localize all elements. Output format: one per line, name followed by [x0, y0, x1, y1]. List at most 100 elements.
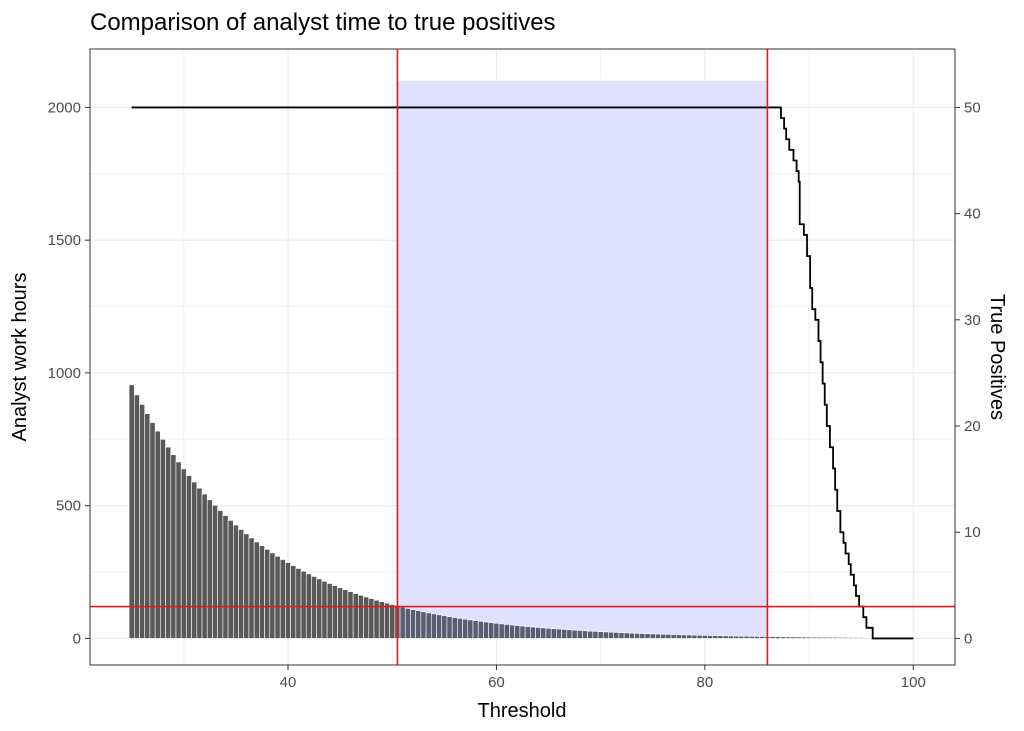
bar	[832, 637, 839, 639]
bar	[701, 635, 708, 639]
bar	[457, 618, 463, 639]
bar	[733, 635, 740, 639]
bar	[290, 565, 297, 639]
y-right-tick-label: 40	[964, 206, 981, 223]
bar	[769, 636, 776, 639]
bar	[206, 499, 213, 639]
bar	[139, 404, 146, 639]
y-axis-right-title: True Positives	[986, 294, 1008, 420]
bar	[853, 637, 859, 639]
bar	[175, 461, 182, 639]
bar	[217, 510, 224, 639]
bar	[222, 515, 229, 639]
bar	[712, 635, 719, 639]
bar	[264, 549, 271, 639]
bar	[613, 632, 620, 639]
bar	[629, 632, 635, 639]
bar	[847, 637, 854, 639]
bar	[399, 606, 406, 639]
bar	[842, 637, 849, 639]
x-tick-label: 60	[488, 674, 505, 691]
bar	[821, 636, 828, 639]
bar	[462, 618, 469, 639]
bar	[780, 636, 786, 639]
y-left-tick-label: 1000	[48, 365, 81, 382]
bar	[477, 621, 484, 639]
x-tick-label: 40	[280, 674, 297, 691]
bar	[332, 585, 338, 639]
bar	[566, 629, 573, 639]
x-tick-label: 100	[901, 674, 926, 691]
bar	[618, 632, 625, 639]
y-right-tick-label: 20	[964, 418, 981, 435]
bar	[639, 633, 646, 639]
bar	[144, 413, 151, 639]
reference-lines	[90, 49, 955, 665]
y-right-tick-label: 30	[964, 312, 981, 329]
bar	[858, 637, 865, 639]
bar	[472, 620, 479, 639]
bar	[243, 533, 250, 639]
bar	[576, 630, 583, 639]
bar	[681, 634, 687, 639]
bar	[368, 598, 375, 639]
bar	[707, 635, 713, 639]
bar	[827, 636, 833, 639]
bar	[295, 568, 302, 639]
y-axis-left-title: Analyst work hours	[9, 273, 31, 442]
bar	[170, 454, 177, 639]
bar	[342, 589, 349, 639]
bar	[467, 619, 474, 639]
y-axis-left: 0 500 1000 1500 2000	[48, 99, 90, 647]
bar	[592, 631, 599, 639]
bar	[524, 626, 531, 639]
bar	[248, 537, 255, 639]
bar	[186, 475, 192, 639]
bar	[686, 634, 693, 639]
bar	[806, 636, 813, 639]
bar	[691, 634, 698, 639]
bar	[451, 617, 458, 639]
bar	[441, 615, 448, 639]
y-right-tick-label: 0	[964, 630, 972, 647]
y-right-tick-label: 50	[964, 99, 981, 116]
highlight-region	[397, 80, 768, 639]
bar	[321, 580, 328, 639]
bar	[696, 634, 703, 639]
bar	[503, 624, 510, 639]
bar	[196, 487, 203, 639]
bar	[160, 438, 166, 639]
bar	[498, 623, 505, 639]
bar	[165, 446, 172, 639]
bar	[519, 625, 526, 639]
bar	[316, 578, 323, 639]
bar	[597, 631, 604, 639]
bar	[279, 559, 286, 639]
bar	[561, 629, 568, 639]
bar	[358, 595, 364, 639]
bar	[514, 625, 521, 639]
bar	[410, 609, 416, 639]
bar	[644, 633, 651, 639]
bar	[571, 629, 578, 639]
bar	[133, 394, 140, 639]
bar	[759, 636, 766, 639]
bar	[446, 616, 453, 639]
y-left-tick-label: 1500	[48, 232, 81, 249]
bar	[738, 635, 745, 639]
bar	[602, 631, 609, 639]
bar	[431, 613, 437, 639]
bar	[774, 636, 781, 639]
plot-panel-border	[89, 48, 956, 666]
x-tick-label: 80	[697, 674, 714, 691]
bar	[582, 630, 588, 639]
bar	[363, 596, 370, 639]
bar	[420, 611, 427, 639]
bar	[649, 633, 656, 639]
bar	[180, 468, 187, 639]
bar	[311, 576, 317, 639]
bar	[816, 636, 823, 639]
bar	[670, 634, 677, 639]
bar	[795, 636, 802, 639]
bar	[347, 591, 354, 639]
